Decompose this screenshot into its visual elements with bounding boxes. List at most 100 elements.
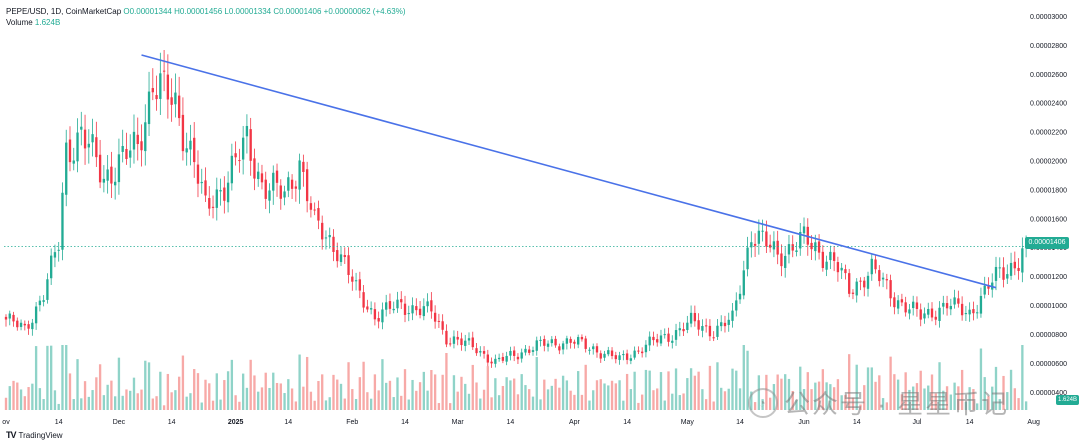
candle-body bbox=[46, 279, 49, 300]
candle-body bbox=[272, 172, 275, 191]
volume-bar bbox=[697, 371, 700, 410]
last-price-tag: 0.00001406 bbox=[1025, 237, 1069, 249]
candle-body bbox=[716, 325, 719, 337]
candle-body bbox=[494, 358, 497, 364]
volume-bar bbox=[422, 371, 425, 410]
x-tick-label: Feb bbox=[346, 419, 358, 426]
volume-bar bbox=[908, 389, 911, 410]
candle-body bbox=[618, 355, 621, 360]
volume-bar bbox=[53, 390, 57, 410]
candle-body bbox=[968, 309, 971, 315]
y-tick-label: 0.00002200 bbox=[1030, 130, 1067, 137]
volume-bar bbox=[140, 389, 143, 410]
candle-body bbox=[159, 73, 162, 99]
candle-body bbox=[147, 91, 151, 125]
candle-body bbox=[140, 141, 143, 151]
volume-bar bbox=[125, 389, 128, 410]
candle-body bbox=[520, 352, 523, 359]
low-value: L0.00001334 bbox=[224, 7, 272, 16]
candle-body bbox=[362, 292, 365, 308]
volume-bar bbox=[159, 371, 162, 410]
candle-body bbox=[682, 328, 685, 332]
candle-body bbox=[68, 139, 72, 163]
x-tick-label: May bbox=[681, 419, 695, 426]
candle-body bbox=[753, 243, 757, 246]
candle-body bbox=[479, 351, 482, 353]
candle-body bbox=[377, 318, 380, 322]
volume-bar bbox=[302, 386, 305, 410]
candle-body bbox=[825, 261, 828, 270]
volume-bar bbox=[245, 387, 249, 410]
volume-bar bbox=[411, 379, 414, 410]
volume-bar bbox=[584, 364, 587, 410]
candle-body bbox=[505, 355, 508, 362]
volume-bar bbox=[497, 395, 501, 410]
candle-body bbox=[497, 357, 501, 360]
volume-bar bbox=[983, 377, 986, 410]
candle-body bbox=[1021, 248, 1024, 273]
volume-bar bbox=[546, 389, 550, 410]
volume-bar bbox=[392, 397, 395, 410]
volume-bar bbox=[388, 380, 392, 410]
candle-body bbox=[768, 244, 772, 248]
candle-body bbox=[919, 309, 922, 320]
volume-bar bbox=[253, 375, 256, 410]
volume-bar bbox=[211, 400, 215, 410]
volume-bar bbox=[991, 386, 994, 410]
volume-bar bbox=[599, 379, 602, 410]
volume-bar bbox=[347, 362, 350, 410]
candle-body bbox=[637, 350, 640, 352]
candle-body bbox=[181, 114, 185, 152]
tradingview-brand[interactable]: TV TradingView bbox=[6, 430, 63, 440]
volume-bar bbox=[795, 400, 798, 410]
volume-bar bbox=[50, 345, 53, 410]
candle-body bbox=[332, 236, 335, 252]
volume-bar bbox=[953, 382, 956, 410]
volume-bar bbox=[155, 396, 158, 410]
x-tick-label: 2025 bbox=[228, 419, 244, 426]
volume-bar bbox=[1002, 375, 1005, 410]
candle-body bbox=[848, 273, 851, 294]
candle-body bbox=[170, 97, 173, 105]
volume-bar bbox=[283, 393, 286, 410]
volume-bar bbox=[290, 388, 294, 410]
candle-body bbox=[840, 267, 843, 271]
volume-bar bbox=[919, 370, 922, 410]
candle-body bbox=[791, 244, 794, 251]
volume-bar bbox=[539, 399, 542, 410]
x-tick-label: 14 bbox=[401, 419, 409, 426]
candle-body bbox=[742, 270, 745, 296]
candle-body bbox=[656, 339, 659, 343]
candle-body bbox=[61, 192, 64, 250]
candle-body bbox=[667, 333, 670, 342]
candle-body bbox=[366, 306, 369, 310]
candle-body bbox=[162, 70, 166, 72]
candle-body bbox=[23, 323, 26, 326]
volume-bar bbox=[19, 389, 23, 410]
candle-body bbox=[708, 325, 712, 337]
volume-bar bbox=[373, 374, 377, 410]
volume-bar bbox=[912, 386, 915, 410]
volume-bar bbox=[151, 398, 154, 410]
volume-bar bbox=[68, 373, 72, 410]
candle-body bbox=[482, 351, 486, 354]
candle-body bbox=[373, 309, 377, 320]
candle-body bbox=[787, 244, 791, 255]
volume-bar bbox=[859, 404, 862, 410]
volume-bar bbox=[633, 371, 636, 410]
candle-body bbox=[287, 177, 290, 191]
volume-bar bbox=[618, 380, 621, 410]
candle-body bbox=[738, 293, 742, 300]
volume-bar bbox=[708, 365, 712, 410]
candle-body bbox=[369, 308, 373, 310]
candle-body bbox=[509, 350, 512, 356]
x-tick-label: Jul bbox=[912, 419, 921, 426]
volume-bar bbox=[592, 390, 595, 410]
volume-bar bbox=[57, 403, 60, 410]
volume-bar bbox=[874, 381, 877, 410]
candle-body bbox=[859, 280, 862, 282]
change-value: +0.00000062 (+4.63%) bbox=[323, 7, 406, 16]
x-tick-label: 14 bbox=[853, 419, 861, 426]
candle-body bbox=[264, 179, 267, 199]
